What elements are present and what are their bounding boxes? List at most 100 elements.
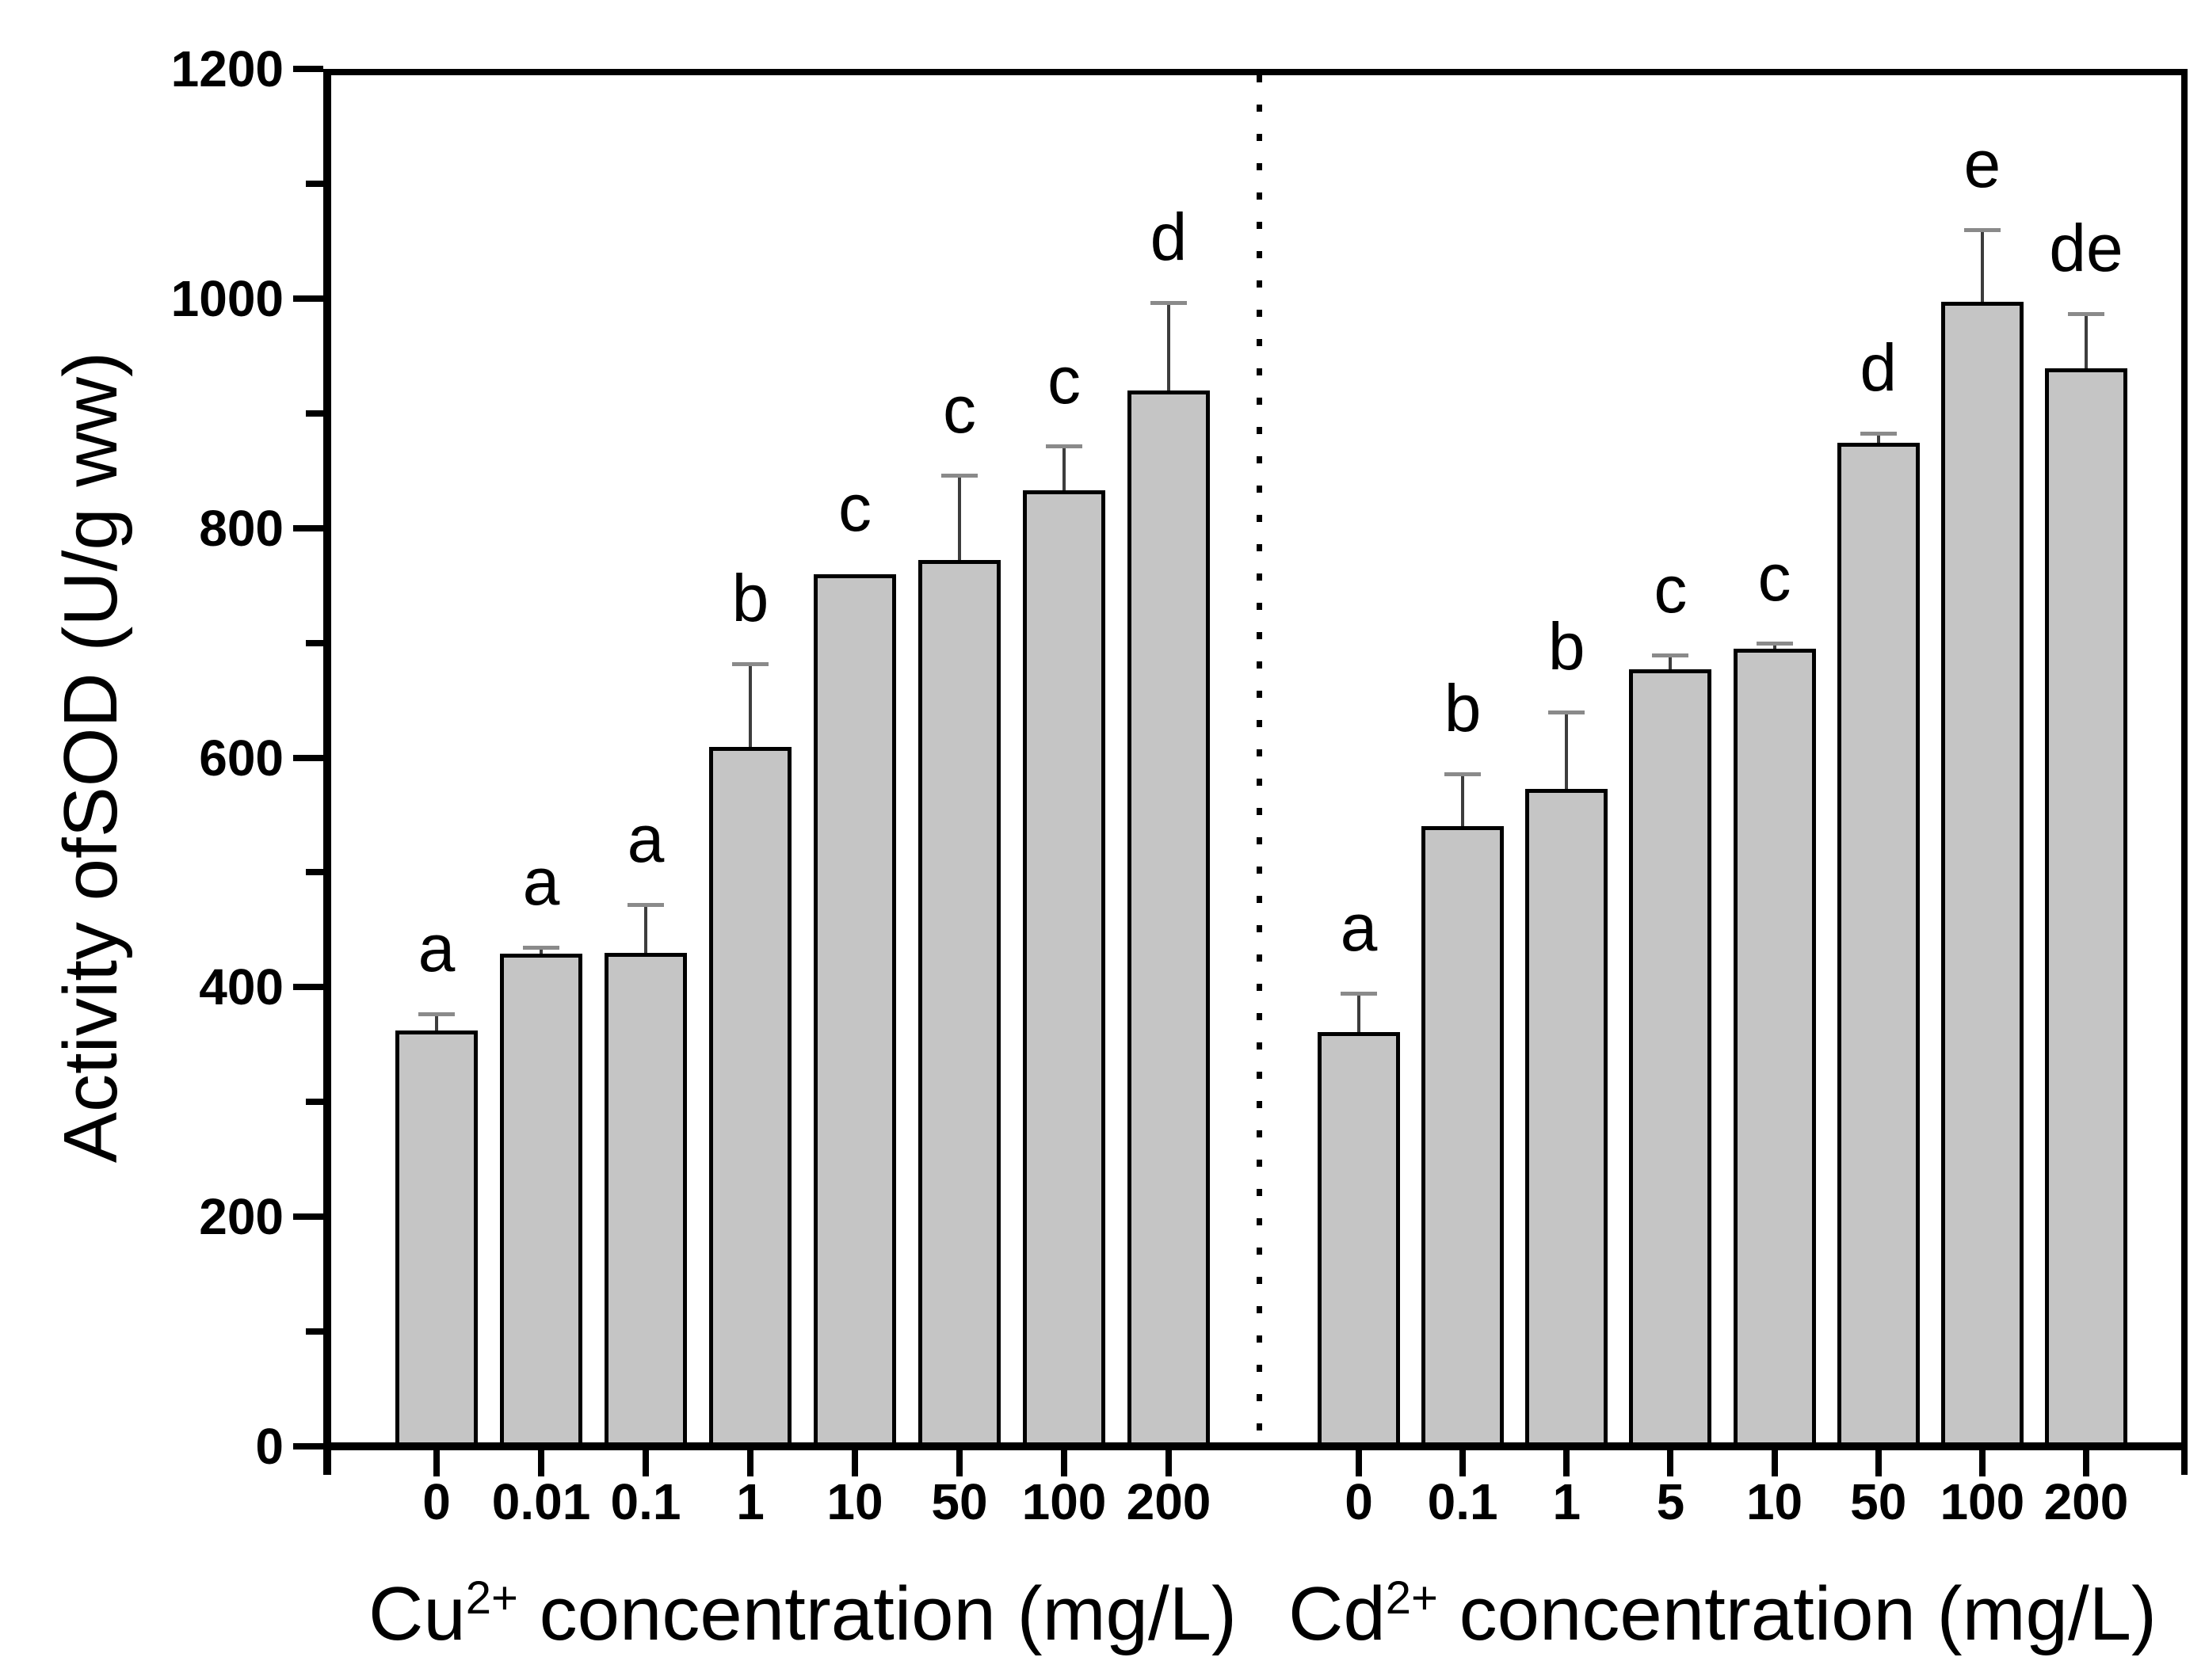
error-bar-cap <box>1652 653 1689 657</box>
x-axis-tick <box>747 1446 753 1476</box>
y-axis-tick-label: 800 <box>199 499 284 557</box>
significance-letter: d <box>1860 330 1898 405</box>
error-bar-cap <box>2067 312 2104 317</box>
x-axis-right-end-tick <box>2181 1446 2188 1475</box>
x-axis-tick-label: 50 <box>1850 1473 1907 1530</box>
x-axis-tick <box>1667 1446 1674 1476</box>
error-bar-whisker <box>1565 712 1569 789</box>
x-axis-title-cu-rest: concentration (mg/L) <box>517 1571 1237 1656</box>
x-axis-left-end-tick <box>323 1446 331 1475</box>
error-bar-cap <box>1963 228 2001 233</box>
error-bar-cap <box>1150 300 1187 305</box>
x-axis-tick-label: 0.1 <box>1427 1473 1498 1530</box>
error-bar-cap <box>1756 642 1793 646</box>
error-bar-whisker <box>1876 433 1880 444</box>
error-bar-whisker <box>2084 314 2088 369</box>
x-axis-tick-label: 0.1 <box>610 1473 681 1530</box>
x-axis-tick-label: 10 <box>826 1473 883 1530</box>
bar <box>918 560 1001 1446</box>
y-axis-tick-label: 1000 <box>170 269 284 327</box>
x-axis-tick <box>1356 1446 1362 1476</box>
significance-letter: e <box>1963 127 2001 202</box>
x-axis-title-cd: Cd2+ concentration (mg/L) <box>1247 1567 2198 1662</box>
error-bar-cap <box>1860 431 1897 436</box>
error-bar-cap <box>941 474 978 478</box>
error-bar-whisker <box>540 948 543 954</box>
panel-divider-dotted-line <box>1257 75 1262 1442</box>
error-bar-cap <box>523 946 559 950</box>
error-bar-whisker <box>958 476 961 561</box>
y-axis-tick-label: 0 <box>255 1418 284 1475</box>
x-axis-tick <box>1165 1446 1172 1476</box>
x-axis-tick-label: 100 <box>1021 1473 1107 1530</box>
x-axis-tick <box>1061 1446 1067 1476</box>
x-axis-tick <box>1978 1446 1986 1476</box>
x-axis-tick <box>1563 1446 1570 1476</box>
significance-letter: a <box>1340 890 1378 966</box>
significance-letter: c <box>1654 551 1688 627</box>
bar <box>1318 1031 1400 1446</box>
x-axis-tick <box>2082 1446 2089 1476</box>
y-axis-minor-tick <box>306 410 323 417</box>
bar <box>1629 669 1712 1446</box>
bar <box>1733 648 1816 1446</box>
significance-letter: c <box>943 372 976 448</box>
x-axis-tick-label: 100 <box>1940 1473 2025 1530</box>
y-axis-tick-label: 400 <box>199 958 284 1016</box>
bar <box>1127 390 1210 1446</box>
bar <box>500 954 582 1446</box>
significance-letter: c <box>1047 342 1081 417</box>
x-axis-title-cd-base: Cd <box>1288 1571 1386 1656</box>
bar <box>2044 368 2127 1446</box>
y-axis-major-tick <box>293 66 323 72</box>
significance-letter: b <box>1547 608 1585 684</box>
error-bar-cap <box>1046 444 1082 448</box>
y-axis-major-tick <box>293 524 323 531</box>
x-axis-title-cd-superscript: 2+ <box>1385 1572 1438 1624</box>
x-axis-tick-label: 200 <box>2043 1473 2129 1530</box>
error-bar-whisker <box>1357 994 1360 1032</box>
x-axis-tick-label: 50 <box>931 1473 988 1530</box>
bar <box>395 1030 478 1446</box>
y-axis-minor-tick <box>306 180 323 187</box>
x-axis-tick-label: 1 <box>736 1473 765 1530</box>
bar <box>1525 788 1608 1446</box>
error-bar-cap <box>418 1012 455 1017</box>
bar <box>1421 826 1505 1446</box>
error-bar-whisker <box>1062 446 1066 490</box>
y-axis-major-tick <box>293 754 323 761</box>
bar <box>605 952 687 1446</box>
bar <box>709 747 792 1446</box>
significance-letter: c <box>1757 540 1791 615</box>
significance-letter: c <box>838 470 872 545</box>
x-axis-title-cd-rest: concentration (mg/L) <box>1437 1571 2157 1656</box>
significance-letter: b <box>1444 671 1482 746</box>
bar <box>814 573 896 1446</box>
y-axis-major-tick <box>293 295 323 302</box>
x-axis-tick <box>538 1446 544 1476</box>
x-axis-baseline <box>323 1442 2188 1450</box>
x-axis-tick <box>956 1446 963 1476</box>
y-axis-minor-tick <box>306 639 323 646</box>
significance-letter: a <box>522 844 560 920</box>
significance-letter: a <box>418 911 456 986</box>
y-axis-minor-tick <box>306 1328 323 1335</box>
error-bar-whisker <box>1167 303 1170 390</box>
x-axis-title-cu: Cu2+ concentration (mg/L) <box>327 1567 1278 1662</box>
significance-letter: de <box>2049 211 2123 286</box>
error-bar-whisker <box>1980 230 1984 303</box>
error-bar-whisker <box>1772 644 1776 649</box>
y-axis-tick-label: 600 <box>199 729 284 787</box>
significance-letter: a <box>627 802 665 877</box>
error-bar-cap <box>1444 772 1482 777</box>
top-frame-line <box>323 69 2188 75</box>
error-bar-cap <box>628 903 664 908</box>
x-axis-tick-label: 0 <box>1345 1473 1373 1530</box>
error-bar-whisker <box>644 905 647 953</box>
error-bar-whisker <box>749 665 752 748</box>
x-axis-tick <box>1459 1446 1467 1476</box>
x-axis-title-cu-superscript: 2+ <box>465 1572 518 1624</box>
x-axis-tick <box>1875 1446 1882 1476</box>
y-axis-minor-tick <box>306 869 323 876</box>
